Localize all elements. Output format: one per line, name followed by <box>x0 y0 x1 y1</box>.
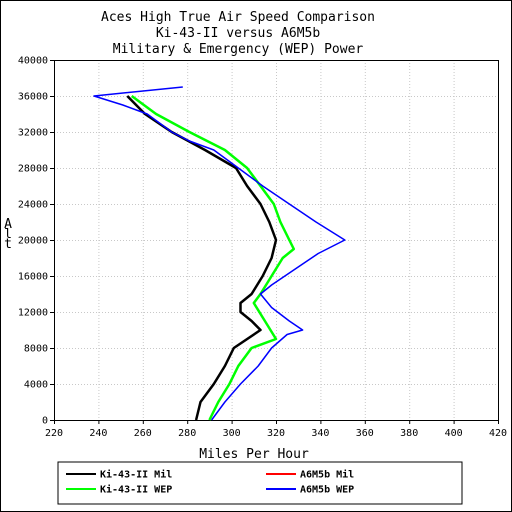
x-tick-label: 220 <box>45 428 63 439</box>
chart-subtitle: Ki-43-II versus A6M5b <box>156 26 321 41</box>
y-axis-label: Alt <box>4 217 12 252</box>
x-tick-label: 260 <box>134 428 152 439</box>
chart-subtitle-2: Military & Emergency (WEP) Power <box>113 42 364 57</box>
series-line-a6m5b-wep <box>93 86 346 421</box>
series-line-ki-43-ii-wep <box>130 94 296 421</box>
y-axis-label-char: A <box>4 217 12 232</box>
y-tick-label: 4000 <box>24 380 48 391</box>
y-tick-label: 28000 <box>18 164 48 175</box>
y-tick-label: 8000 <box>24 344 48 355</box>
y-tick-label: 40000 <box>18 56 48 67</box>
y-axis-label-char: t <box>4 237 12 252</box>
x-tick-label: 320 <box>267 428 285 439</box>
y-tick-label: 0 <box>42 416 48 427</box>
legend-label-ki-43-ii-wep: Ki-43-II WEP <box>100 484 172 496</box>
y-tick-label: 16000 <box>18 272 48 283</box>
x-tick-label: 400 <box>445 428 463 439</box>
x-tick-label: 420 <box>489 428 507 439</box>
legend-label-ki-43-ii-mil: Ki-43-II Mil <box>100 469 172 481</box>
plot-frame <box>54 60 499 421</box>
legend-box <box>57 461 463 505</box>
x-tick-label: 240 <box>89 428 107 439</box>
x-axis-label: Miles Per Hour <box>199 447 309 462</box>
x-tick-label: 360 <box>356 428 374 439</box>
series-line-ki-43-ii-mil <box>126 95 278 421</box>
x-tick-label: 380 <box>400 428 418 439</box>
y-tick-label: 24000 <box>18 200 48 211</box>
chart-title: Aces High True Air Speed Comparison <box>101 10 375 25</box>
plot-series <box>93 86 346 421</box>
x-tick-label: 300 <box>223 428 241 439</box>
y-axis-label-char: l <box>4 227 12 242</box>
y-tick-label: 12000 <box>18 308 48 319</box>
y-tick-label: 32000 <box>18 128 48 139</box>
legend-label-a6m5b-mil: A6M5b Mil <box>300 469 354 481</box>
axes: 220 240 260 280 300 320 340 360 380 400 420 0 4000 80… <box>18 56 507 440</box>
x-tick-label: 340 <box>311 428 329 439</box>
y-tick-label: 36000 <box>18 92 48 103</box>
legend: Ki-43-II Mil A6M5b Mil Ki-43-II WEP A6M5b W… <box>57 461 463 505</box>
y-tick-label: 20000 <box>18 236 48 247</box>
legend-label-a6m5b-wep: A6M5b WEP <box>300 485 354 496</box>
grid-lines <box>54 60 498 420</box>
x-tick-label: 280 <box>178 428 196 439</box>
